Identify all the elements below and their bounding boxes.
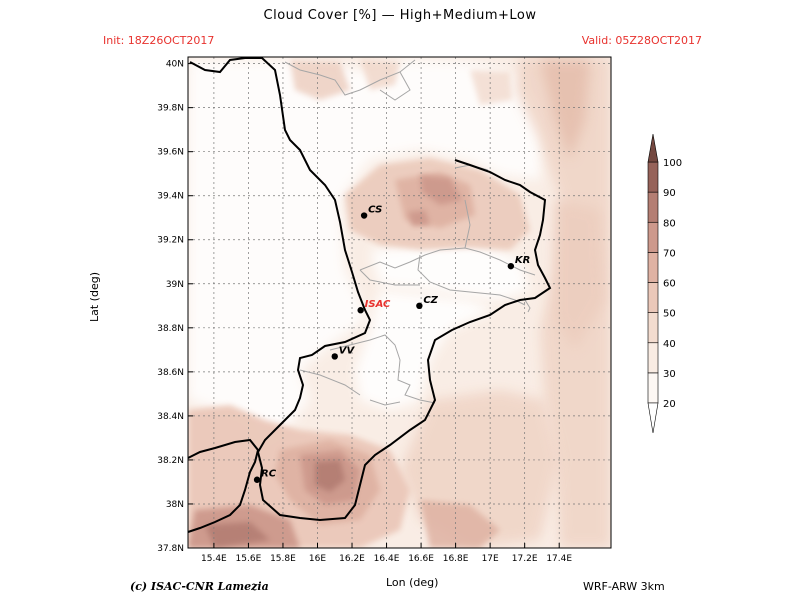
colorbar-min-arrow	[647, 402, 659, 434]
y-tick-label: 39.4N	[157, 192, 184, 202]
colorbar-bin	[647, 161, 659, 193]
x-tick-label: 16E	[309, 554, 326, 564]
x-axis: 15.4E 15.6E 15.8E 16E 16.2E 16.4E 16.6E 16.8E 17…	[201, 543, 572, 564]
colorbar-label: 50	[663, 309, 676, 320]
y-tick-label: 38.6N	[157, 368, 184, 378]
x-axis-label: Lon (deg)	[386, 576, 439, 589]
x-tick-label: 16.4E	[374, 554, 400, 564]
y-tick-label: 38.2N	[157, 456, 184, 466]
city-dot-cs	[360, 212, 368, 219]
city-dot-kr	[507, 262, 515, 270]
colorbar-bin	[647, 252, 659, 283]
city-dot-rc	[253, 476, 261, 483]
colorbar-bin	[647, 282, 659, 313]
city-label-rc: RC	[261, 469, 277, 480]
chart-title: Cloud Cover [%] — High+Medium+Low	[263, 8, 537, 23]
colorbar-bin	[647, 372, 659, 404]
city-label-kr: KR	[515, 255, 530, 266]
city-dot-cz	[416, 302, 423, 310]
x-tick-label: 16.8E	[443, 554, 469, 564]
init-time: Init: 18Z26OCT2017	[103, 34, 215, 47]
x-tick-label: 16.2E	[339, 554, 365, 564]
colorbar-bin	[647, 312, 659, 344]
grid-lines	[188, 57, 611, 549]
colorbar-label: 60	[663, 279, 676, 290]
x-tick-label: 15.4E	[201, 554, 227, 564]
colorbar-label: 70	[663, 248, 676, 259]
y-tick-label: 39.8N	[157, 104, 184, 114]
colorbar: 20 30 40 50 60 70 80 90 100	[647, 133, 682, 434]
y-tick-label: 39N	[166, 280, 184, 290]
city-label-isac: ISAC	[365, 299, 391, 310]
x-tick-label: 16.6E	[408, 554, 434, 564]
x-tick-label: 17.2E	[512, 554, 538, 564]
y-tick-label: 39.6N	[157, 148, 184, 158]
city-dot-isac	[357, 307, 364, 314]
colorbar-bin	[647, 221, 659, 253]
colorbar-max-arrow	[647, 133, 659, 163]
x-tick-label: 15.6E	[236, 554, 262, 564]
colorbar-label: 40	[663, 339, 676, 350]
coastline	[187, 57, 552, 533]
cloud-field	[188, 57, 611, 548]
x-tick-label: 15.8E	[270, 554, 296, 564]
city-label-cz: CZ	[423, 295, 438, 306]
y-tick-label: 37.8N	[157, 544, 184, 554]
colorbar-bin	[647, 191, 659, 223]
city-markers: CS KR ISAC CZ VV RC	[253, 205, 530, 483]
y-tick-label: 38.8N	[157, 324, 184, 334]
x-tick-label: 17E	[482, 554, 499, 564]
y-tick-label: 40N	[166, 60, 184, 70]
x-tick-label: 17.4E	[546, 554, 572, 564]
y-tick-label: 39.2N	[157, 236, 184, 246]
colorbar-label: 100	[663, 158, 682, 169]
y-tick-label: 38.4N	[157, 412, 184, 422]
colorbar-label: 90	[663, 188, 676, 199]
colorbar-bin	[647, 342, 659, 374]
valid-time: Valid: 05Z28OCT2017	[581, 34, 702, 47]
model-label: WRF-ARW 3km	[583, 580, 665, 593]
y-tick-label: 38N	[166, 500, 184, 510]
plot-frame	[187, 56, 612, 549]
city-dot-vv	[331, 353, 338, 360]
colorbar-label: 80	[663, 218, 676, 229]
colorbar-label: 20	[663, 399, 676, 410]
city-label-cs: CS	[368, 205, 382, 216]
credit-text: (c) ISAC-CNR Lamezia	[130, 580, 269, 593]
colorbar-label: 30	[663, 369, 676, 380]
city-label-vv: VV	[339, 345, 356, 356]
y-axis: 37.8N 38N 38.2N 38.4N 38.6N 38.8N 39N 39.2N 39.4…	[157, 60, 193, 554]
